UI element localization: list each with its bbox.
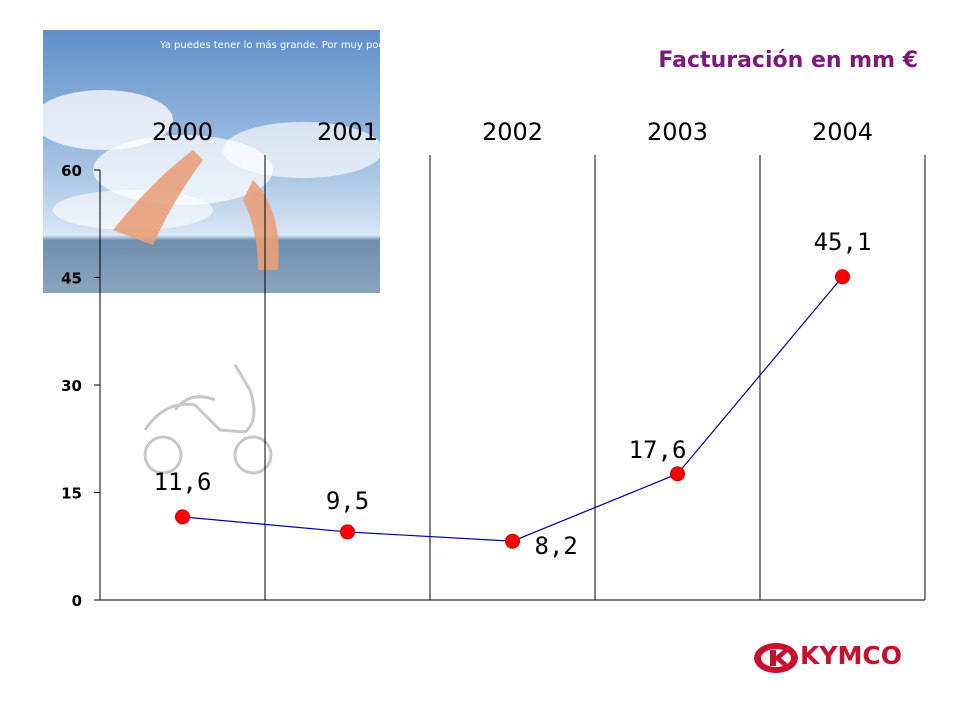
category-label: 2000	[152, 118, 213, 146]
data-label: 11,6	[154, 468, 212, 496]
y-tick-label: 45	[61, 270, 82, 288]
series-line	[182, 276, 843, 542]
data-label: 8,2	[535, 532, 578, 560]
y-tick-label: 0	[72, 592, 82, 610]
data-point	[505, 533, 520, 549]
data-label: 9,5	[326, 487, 369, 515]
promo-text: Ya puedes tener lo más grande. Por muy p…	[160, 40, 391, 51]
chart-title: Facturación en mm €	[658, 48, 918, 73]
y-tick-label: 15	[61, 485, 82, 503]
data-point	[670, 466, 685, 482]
data-label: 45,1	[814, 228, 872, 256]
brand-name: KYMCO	[800, 641, 902, 670]
y-tick-label: 60	[61, 162, 82, 180]
category-label: 2003	[647, 118, 708, 146]
y-tick-label: 30	[61, 377, 82, 395]
data-label: 17,6	[629, 436, 687, 464]
category-label: 2001	[317, 118, 378, 146]
data-point	[175, 509, 190, 525]
category-label: 2004	[812, 118, 873, 146]
category-label: 2002	[482, 118, 543, 146]
sky-photo-image	[43, 30, 380, 293]
kymco-logo	[754, 643, 798, 673]
data-point	[835, 269, 850, 285]
data-point	[340, 524, 355, 540]
scooter-image	[143, 364, 273, 475]
